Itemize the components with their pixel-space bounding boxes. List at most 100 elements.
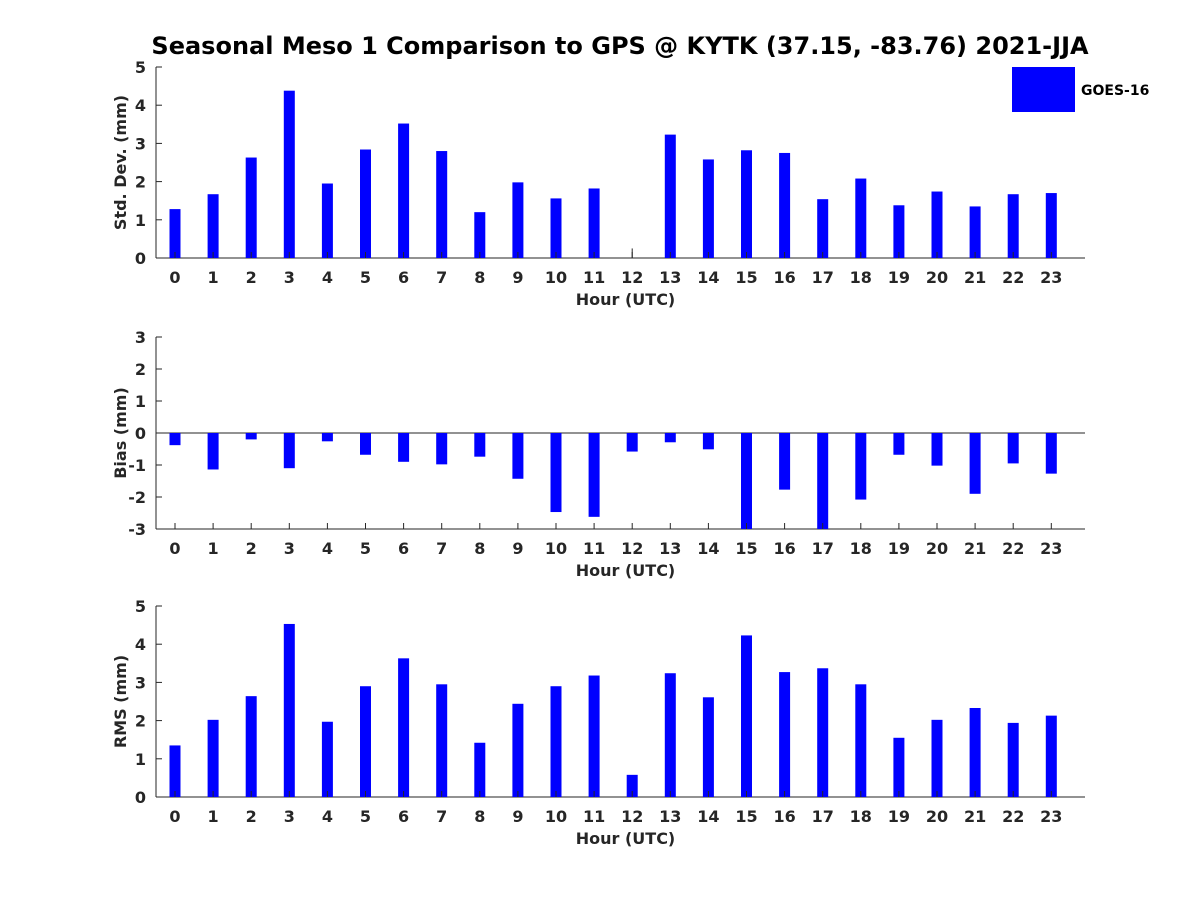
x-axis-label: Hour (UTC) — [576, 829, 676, 848]
bar-hour-4 — [321, 433, 333, 442]
x-axis-label: Hour (UTC) — [576, 561, 676, 580]
panel-3: 0 1 2 3 4 5 6 7 8 9 10 11 12 13 14 15 16 17 18 19 20 21 22 2301… — [111, 597, 1085, 848]
x-tick-label: 20 — [926, 539, 948, 558]
bar-hour-9 — [512, 182, 524, 258]
bar-hour-0 — [169, 745, 181, 797]
panel-2: 0 1 2 3 4 5 6 7 8 9 10 11 12 13 14 15 16 17 18 19 20 21 22 23-3… — [111, 328, 1085, 580]
bar-hour-6 — [398, 658, 410, 797]
bar-hour-22 — [1007, 194, 1019, 258]
bar-hour-6 — [398, 123, 410, 258]
bar-hour-11 — [588, 675, 600, 797]
bar-hour-8 — [474, 212, 486, 258]
bar-hour-21 — [969, 206, 981, 258]
x-tick-label: 17 — [812, 268, 834, 287]
chart-panels: 0 1 2 3 4 5 6 7 8 9 10 11 12 13 14 15 16 17 18 19 20 21 22 2301… — [111, 58, 1085, 848]
x-tick-label: 0 — [169, 268, 180, 287]
x-tick-label: 11 — [583, 807, 605, 826]
bar-hour-19 — [893, 433, 905, 455]
x-axis-label: Hour (UTC) — [576, 290, 676, 309]
panel-1: 0 1 2 3 4 5 6 7 8 9 10 11 12 13 14 15 16 17 18 19 20 21 22 2301… — [111, 58, 1085, 309]
x-tick-label: 14 — [697, 539, 719, 558]
x-tick-label: 16 — [773, 807, 795, 826]
x-tick-label: 1 — [208, 268, 219, 287]
bar-hour-23 — [1045, 193, 1057, 258]
x-tick-label: 2 — [246, 539, 257, 558]
x-tick-label: 2 — [246, 807, 257, 826]
y-tick-label: 3 — [135, 134, 146, 153]
bar-hour-17 — [817, 668, 829, 797]
bar-hour-2 — [245, 696, 257, 797]
x-tick-label: 17 — [812, 807, 834, 826]
x-tick-label: 12 — [621, 268, 643, 287]
x-tick-label: 10 — [545, 539, 567, 558]
bar-hour-20 — [931, 719, 943, 797]
y-tick-label: 4 — [135, 96, 146, 115]
x-tick-label: 10 — [545, 807, 567, 826]
x-tick-label: 10 — [545, 268, 567, 287]
x-tick-label: 7 — [436, 268, 447, 287]
bar-hour-17 — [817, 199, 829, 258]
x-tick-label: 8 — [474, 268, 485, 287]
x-tick-label: 16 — [773, 539, 795, 558]
x-tick-label: 13 — [659, 539, 681, 558]
bar-hour-13 — [664, 673, 676, 797]
bar-hour-12 — [626, 433, 638, 452]
bar-hour-12 — [626, 774, 638, 797]
x-tick-label: 18 — [850, 268, 872, 287]
chart-title: Seasonal Meso 1 Comparison to GPS @ KYTK… — [151, 32, 1089, 60]
bar-hour-22 — [1007, 722, 1019, 797]
legend-label: GOES-16 — [1081, 83, 1149, 99]
bar-hour-9 — [512, 433, 524, 479]
bar-hour-0 — [169, 209, 181, 258]
x-tick-label: 4 — [322, 268, 333, 287]
x-tick-label: 6 — [398, 539, 409, 558]
x-tick-label: 22 — [1002, 539, 1024, 558]
bar-hour-10 — [550, 686, 562, 797]
bar-hour-22 — [1007, 433, 1019, 464]
bar-hour-7 — [436, 684, 448, 797]
y-axis-label: RMS (mm) — [111, 655, 130, 748]
y-tick-label: 1 — [135, 392, 146, 411]
x-tick-label: 14 — [697, 268, 719, 287]
bar-hour-13 — [664, 433, 676, 443]
bar-hour-6 — [398, 433, 410, 462]
bar-hour-1 — [207, 194, 219, 258]
x-tick-label: 5 — [360, 539, 371, 558]
x-tick-label: 9 — [512, 268, 523, 287]
bar-hour-2 — [245, 157, 257, 258]
bar-hour-5 — [360, 686, 371, 797]
y-tick-label: 1 — [135, 750, 146, 769]
bar-hour-8 — [474, 742, 486, 797]
bar-hour-7 — [436, 433, 448, 465]
bar-hour-15 — [741, 433, 752, 529]
bar-hour-14 — [702, 433, 714, 450]
x-tick-label: 22 — [1002, 268, 1024, 287]
x-tick-label: 3 — [284, 807, 295, 826]
x-tick-label: 12 — [621, 807, 643, 826]
bar-hour-5 — [360, 149, 371, 258]
y-tick-label: 2 — [135, 712, 146, 731]
x-tick-label: 18 — [850, 539, 872, 558]
bar-hour-9 — [512, 703, 524, 797]
x-tick-label: 19 — [888, 268, 910, 287]
y-tick-label: 2 — [135, 360, 146, 379]
bar-hour-2 — [245, 433, 257, 440]
x-tick-label: 15 — [735, 539, 757, 558]
legend-swatch — [1012, 67, 1075, 112]
y-axis-label: Bias (mm) — [111, 387, 130, 479]
bar-hour-3 — [283, 90, 295, 259]
bar-hour-19 — [893, 205, 905, 258]
x-tick-label: 7 — [436, 539, 447, 558]
x-tick-label: 13 — [659, 807, 681, 826]
x-tick-label: 11 — [583, 268, 605, 287]
bar-hour-18 — [855, 178, 867, 258]
y-tick-label: 2 — [135, 173, 146, 192]
y-tick-label: 3 — [135, 673, 146, 692]
x-tick-label: 3 — [284, 539, 295, 558]
bar-hour-8 — [474, 433, 486, 457]
x-tick-label: 8 — [474, 539, 485, 558]
x-tick-label: 1 — [208, 539, 219, 558]
bar-hour-18 — [855, 684, 867, 797]
x-tick-label: 18 — [850, 807, 872, 826]
